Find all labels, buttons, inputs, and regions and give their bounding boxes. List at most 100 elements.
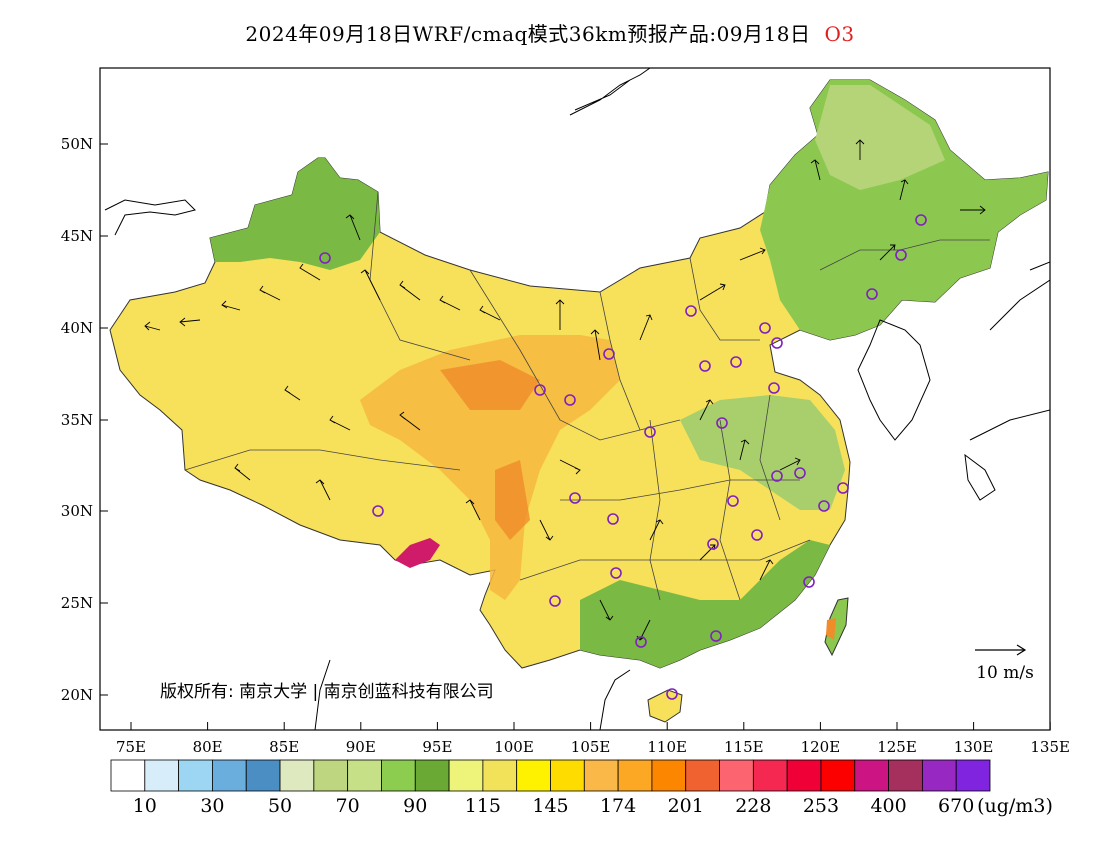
city-marker <box>564 394 576 406</box>
colorbar-swatch <box>955 759 991 792</box>
lat-tick-label: 20N <box>61 686 93 704</box>
city-marker <box>866 288 878 300</box>
lon-tick-label: 90E <box>346 738 376 756</box>
colorbar-tick-label: 50 <box>268 795 292 817</box>
lon-tick-label: 115E <box>724 738 764 756</box>
taiwan-island <box>824 597 849 657</box>
lon-tick-label: 135E <box>1030 738 1070 756</box>
longitude-axis: 75E 80E 85E 90E 95E 100E 105E 110E 115E 120E 125E 1… <box>116 722 1070 756</box>
city-marker <box>699 360 711 372</box>
colorbar-tick-label: 201 <box>668 795 704 817</box>
colorbar-swatch <box>516 759 551 792</box>
colorbar-swatch <box>245 759 281 792</box>
colorbar-swatch <box>313 759 349 792</box>
title-variable: O3 <box>824 22 855 46</box>
wind-scale-label: 10 m/s <box>976 663 1034 683</box>
low-ozone-east <box>680 395 845 510</box>
lon-tick-label: 120E <box>801 738 841 756</box>
colorbar-swatch <box>786 759 822 792</box>
title-text: 2024年09月18日WRF/cmaq模式36km预报产品:09月18日 <box>245 22 811 46</box>
colorbar-swatch <box>178 759 213 792</box>
city-marker <box>603 348 615 360</box>
city-marker <box>759 322 771 334</box>
colorbar-swatch <box>381 759 416 792</box>
city-marker <box>666 688 678 700</box>
lon-tick-label: 95E <box>422 738 452 756</box>
peak-ozone-spot <box>395 538 440 568</box>
indochina-coast <box>314 659 631 730</box>
city-marker <box>730 356 742 368</box>
caspian-coast <box>104 199 196 236</box>
lat-tick-label: 40N <box>61 319 93 337</box>
colorbar-swatch <box>888 759 923 792</box>
colorbar-swatch <box>414 759 450 792</box>
high-ozone-zone <box>360 335 620 600</box>
colorbar-tick-label: 10 <box>133 795 157 817</box>
colorbar-tick-label: 30 <box>200 795 224 817</box>
city-marker <box>549 595 561 607</box>
city-marker <box>837 482 849 494</box>
city-marker <box>794 467 806 479</box>
colorbar-swatch <box>685 759 720 792</box>
city-marker <box>534 384 546 396</box>
low-ozone-northeast-light <box>815 85 945 190</box>
colorbar-swatch <box>482 759 518 792</box>
colorbar-swatch <box>719 759 754 792</box>
colorbar-swatch <box>110 759 146 792</box>
low-ozone-northwest <box>210 158 380 270</box>
city-marker <box>707 538 719 550</box>
city-marker <box>771 337 783 349</box>
colorbar-tick-label: 145 <box>532 795 568 817</box>
colorbar-swatch <box>921 759 957 792</box>
city-marker <box>915 214 927 226</box>
city-marker <box>803 576 815 588</box>
city-marker <box>569 492 581 504</box>
colorbar-swatch <box>347 759 382 792</box>
copyright-text: 版权所有: 南京大学 | 南京创蓝科技有限公司 <box>160 682 494 702</box>
colorbar-swatch <box>212 759 247 792</box>
city-marker <box>710 630 722 642</box>
city-marker <box>610 567 622 579</box>
lake-baikal-coast <box>569 68 651 116</box>
latitude-axis: 50N 45N 40N 35N 30N 25N 20N <box>61 135 108 704</box>
city-marker <box>607 513 619 525</box>
colorbar-tick-label: 70 <box>336 795 360 817</box>
colorbar-tick-label: 228 <box>735 795 771 817</box>
lon-tick-label: 125E <box>877 738 917 756</box>
city-marker <box>751 529 763 541</box>
city-marker <box>716 417 728 429</box>
colorbar-tick-label: 90 <box>403 795 427 817</box>
korea-japan-coast <box>857 261 1050 501</box>
colorbar-swatch <box>651 759 687 792</box>
city-marker <box>319 252 331 264</box>
city-marker <box>685 305 697 317</box>
colorbar-tick-label: 253 <box>803 795 839 817</box>
colorbar-swatch <box>583 759 619 792</box>
city-marker <box>768 382 780 394</box>
lat-tick-label: 45N <box>61 227 93 245</box>
lon-tick-label: 110E <box>647 738 687 756</box>
colorbar-unit: (ug/m3) <box>977 795 1053 817</box>
lat-tick-label: 30N <box>61 502 93 520</box>
lon-tick-label: 75E <box>116 738 146 756</box>
city-marker <box>635 636 647 648</box>
lon-tick-label: 130E <box>954 738 994 756</box>
colorbar-swatch <box>820 759 856 792</box>
colorbar-tick-label: 174 <box>600 795 636 817</box>
city-markers <box>319 214 927 700</box>
map-panel: 版权所有: 南京大学 | 南京创蓝科技有限公司 10 m/s <box>100 68 1050 730</box>
wind-vectors <box>144 139 986 641</box>
lat-tick-label: 35N <box>61 411 93 429</box>
map-frame <box>99 67 1051 731</box>
lon-tick-label: 80E <box>193 738 223 756</box>
colorbar-swatch <box>448 759 484 792</box>
city-marker <box>895 249 907 261</box>
colorbar-tick-label: 115 <box>465 795 501 817</box>
city-marker <box>818 500 830 512</box>
lon-tick-label: 85E <box>269 738 299 756</box>
colorbar-tick-label: 400 <box>870 795 906 817</box>
colorbar-tick-label: 670 <box>938 795 974 817</box>
wind-scale-arrow <box>975 644 1027 656</box>
colorbar-swatch <box>752 759 788 792</box>
